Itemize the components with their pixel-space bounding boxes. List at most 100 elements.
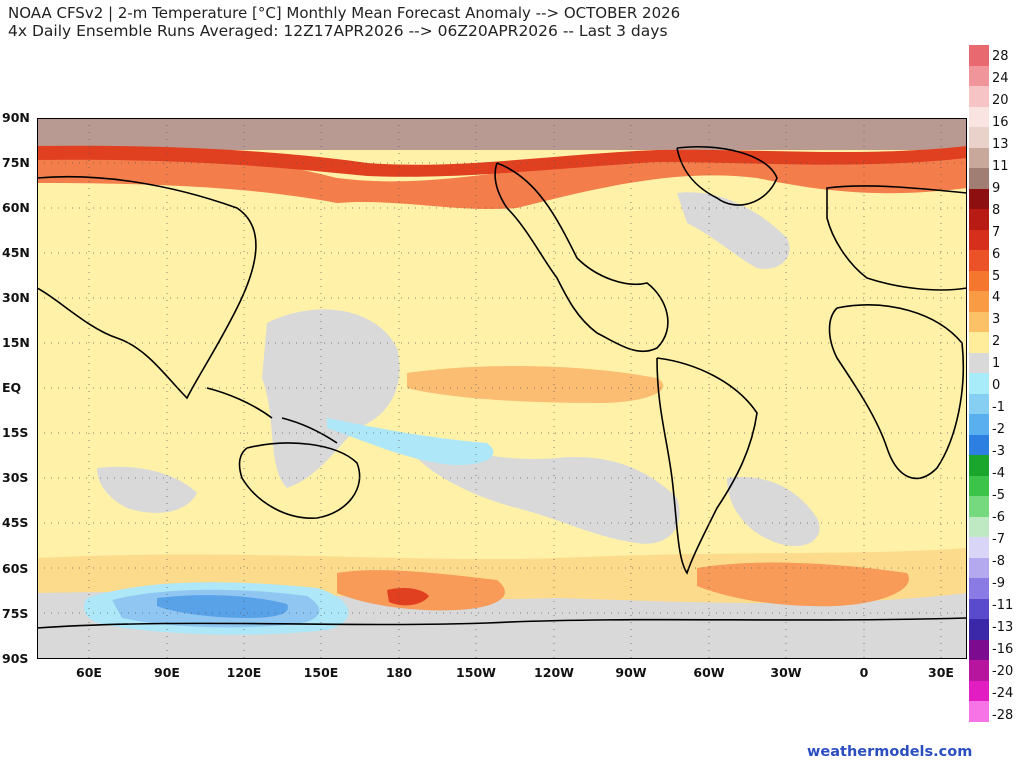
lon-label: 30E — [928, 665, 954, 680]
colorbar-label: -20 — [992, 663, 1014, 679]
colorbar-label: 13 — [992, 136, 1009, 152]
colorbar-label: -13 — [992, 619, 1014, 635]
colorbar-swatch — [969, 250, 989, 271]
colorbar-swatch — [969, 311, 989, 332]
colorbar-label: 0 — [992, 378, 1001, 394]
lat-label: 90N — [2, 110, 30, 125]
coast-islands-se-asia — [206, 387, 338, 444]
colorbar-label: -1 — [992, 400, 1005, 416]
colorbar-swatch — [969, 352, 989, 373]
colorbar-swatch — [969, 619, 989, 640]
colorbar-label: -9 — [992, 575, 1005, 591]
lat-label: 90S — [2, 651, 29, 666]
colorbar-swatch — [969, 332, 989, 353]
coast-africa — [828, 304, 965, 480]
colorbar-swatch — [969, 557, 989, 578]
colorbar-swatch — [969, 106, 989, 127]
lon-label: 150W — [456, 665, 496, 680]
equatorial-warm-tongue — [407, 366, 664, 403]
colorbar-swatch — [969, 147, 989, 168]
southern-orange-patch-east — [697, 562, 909, 607]
colorbar-label: 11 — [992, 158, 1009, 174]
lon-label: 120E — [226, 665, 262, 680]
colorbar-label: -24 — [992, 685, 1014, 701]
colorbar-swatch — [969, 434, 989, 455]
colorbar-swatch — [969, 270, 989, 291]
graticule — [37, 118, 967, 659]
colorbar-swatch — [969, 414, 989, 435]
colorbar-label: 20 — [992, 92, 1009, 108]
lat-label: 15S — [2, 425, 29, 440]
coast-north-america — [494, 162, 669, 353]
colorbar-swatch — [969, 475, 989, 496]
colorbar-swatch — [969, 660, 989, 681]
lon-label: 30W — [770, 665, 802, 680]
colorbar-label: -11 — [992, 597, 1014, 613]
colorbar — [969, 45, 989, 722]
colorbar-swatch — [969, 680, 989, 701]
coast-eurasia — [37, 176, 257, 400]
coast-south-america — [656, 357, 758, 575]
colorbar-swatch — [969, 65, 989, 86]
colorbar-swatch — [969, 373, 989, 394]
colorbar-label: -4 — [992, 466, 1005, 482]
colorbar-label: -8 — [992, 553, 1005, 569]
colorbar-swatch — [969, 455, 989, 476]
colorbar-label: 9 — [992, 180, 1001, 196]
lat-label: 60N — [2, 200, 30, 215]
neutral-region-south-pacific — [417, 438, 680, 544]
colorbar-swatch — [969, 45, 989, 66]
colorbar-label: 16 — [992, 114, 1009, 130]
colorbar-label: 24 — [992, 70, 1009, 86]
colorbar-swatch — [969, 86, 989, 107]
lon-label: 60E — [76, 665, 102, 680]
colorbar-label: -2 — [992, 422, 1005, 438]
tropical-cool-patch — [327, 418, 494, 466]
colorbar-swatch — [969, 537, 989, 558]
colorbar-swatch — [969, 188, 989, 209]
title-line-1: NOAA CFSv2 | 2-m Temperature [°C] Monthl… — [8, 4, 681, 22]
lat-label: 60S — [2, 561, 29, 576]
lon-label: 120W — [534, 665, 574, 680]
colorbar-label: 3 — [992, 312, 1001, 328]
colorbar-label: 2 — [992, 334, 1001, 350]
arctic-band — [37, 118, 967, 150]
colorbar-swatch — [969, 516, 989, 537]
colorbar-swatch — [969, 229, 989, 250]
coast-australia — [238, 442, 361, 519]
lat-label: 45N — [2, 245, 30, 260]
coast-greenland — [676, 145, 778, 206]
southern-red-core — [387, 588, 429, 606]
colorbar-swatch — [969, 496, 989, 517]
lon-label: 0 — [859, 665, 869, 680]
colorbar-swatch — [969, 209, 989, 230]
lat-label: 45S — [2, 515, 29, 530]
colorbar-swatch — [969, 701, 989, 722]
coast-antarctica — [37, 617, 967, 629]
colorbar-label: 8 — [992, 202, 1001, 218]
lon-label: 90E — [154, 665, 180, 680]
colorbar-swatch — [969, 127, 989, 148]
colorbar-label: -7 — [992, 531, 1005, 547]
lon-label: 90W — [615, 665, 647, 680]
colorbar-label: -5 — [992, 488, 1005, 503]
colorbar-label: 28 — [992, 49, 1009, 64]
colorbar-label: -6 — [992, 509, 1005, 525]
title-line-2: 4x Daily Ensemble Runs Averaged: 12Z17AP… — [8, 22, 668, 40]
colorbar-label: 5 — [992, 268, 1001, 284]
map-frame — [37, 118, 967, 659]
lon-label: 150E — [303, 665, 339, 680]
anomaly-map — [37, 118, 967, 659]
arctic-red-fringe — [37, 145, 967, 177]
colorbar-swatch — [969, 598, 989, 619]
coastlines — [37, 145, 967, 629]
neutral-region-north-atlantic — [677, 192, 790, 269]
colorbar-label: -28 — [992, 707, 1014, 723]
southern-orange-patch — [337, 570, 505, 611]
colorbar-swatch — [969, 168, 989, 189]
neutral-region-south-atlantic — [727, 477, 820, 547]
lat-label: 75N — [2, 155, 30, 170]
colorbar-label: 7 — [992, 224, 1001, 240]
lat-label: 30S — [2, 470, 29, 485]
cold-anomaly-core — [157, 595, 288, 618]
